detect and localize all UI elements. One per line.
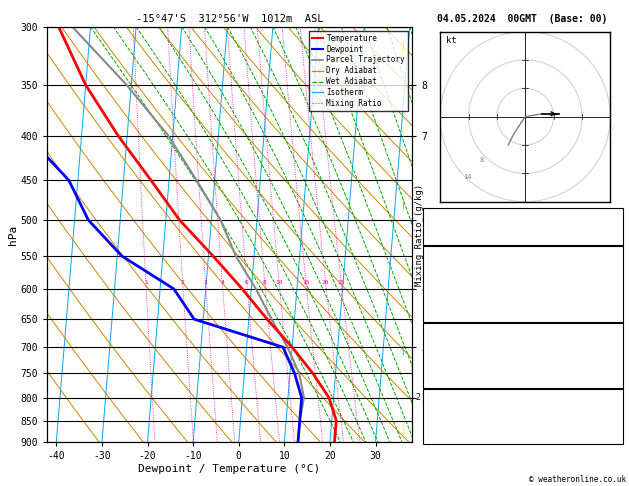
Text: 0: 0 — [615, 313, 620, 323]
Text: CAPE (J): CAPE (J) — [426, 303, 469, 312]
Text: Totals Totals: Totals Totals — [426, 224, 495, 233]
Text: |: | — [399, 345, 406, 355]
Text: 04.05.2024  00GMT  (Base: 00): 04.05.2024 00GMT (Base: 00) — [437, 14, 607, 24]
Text: -14: -14 — [604, 414, 620, 423]
Text: 105°: 105° — [599, 425, 620, 434]
Text: 8: 8 — [263, 280, 267, 285]
Text: |: | — [399, 422, 406, 433]
Text: StmSpd (kt): StmSpd (kt) — [426, 435, 484, 444]
Text: 334: 334 — [604, 281, 620, 290]
Y-axis label: hPa: hPa — [8, 225, 18, 244]
Text: 3: 3 — [615, 358, 620, 367]
Text: 1.84: 1.84 — [599, 237, 620, 245]
Text: 40: 40 — [610, 224, 620, 233]
Text: 0: 0 — [615, 380, 620, 389]
Text: |: | — [399, 126, 406, 137]
Text: Pressure (mb): Pressure (mb) — [426, 336, 495, 345]
Text: Lifted Index: Lifted Index — [426, 358, 489, 367]
X-axis label: Dewpoint / Temperature (°C): Dewpoint / Temperature (°C) — [138, 464, 321, 474]
Text: 5: 5 — [615, 292, 620, 301]
Text: 20: 20 — [322, 280, 330, 285]
Text: 0: 0 — [615, 369, 620, 378]
Text: |: | — [399, 41, 406, 52]
Text: 14: 14 — [463, 174, 471, 180]
Text: © weatheronline.co.uk: © weatheronline.co.uk — [529, 474, 626, 484]
Text: StmDir: StmDir — [426, 425, 458, 434]
Text: 850: 850 — [604, 336, 620, 345]
Text: 2: 2 — [181, 280, 184, 285]
Text: PW (cm): PW (cm) — [426, 237, 463, 245]
Text: K: K — [426, 211, 431, 220]
Y-axis label: km
ASL: km ASL — [430, 226, 451, 243]
Text: -15°47'S  312°56'W  1012m  ASL: -15°47'S 312°56'W 1012m ASL — [136, 14, 323, 24]
Text: Hodograph: Hodograph — [499, 392, 547, 401]
Text: 1: 1 — [144, 280, 148, 285]
Text: 4: 4 — [220, 280, 224, 285]
Text: |: | — [399, 199, 406, 209]
Text: 15: 15 — [302, 280, 309, 285]
Legend: Temperature, Dewpoint, Parcel Trajectory, Dry Adiabat, Wet Adiabat, Isotherm, Mi: Temperature, Dewpoint, Parcel Trajectory… — [309, 31, 408, 111]
Text: 25: 25 — [338, 280, 345, 285]
Text: 8: 8 — [480, 157, 484, 163]
Text: Surface: Surface — [505, 249, 542, 258]
Text: EH: EH — [426, 403, 437, 412]
Text: kt: kt — [446, 36, 457, 45]
Text: Temp (°C): Temp (°C) — [426, 260, 474, 269]
Text: 338: 338 — [604, 347, 620, 356]
Text: θₑ (K): θₑ (K) — [426, 347, 458, 356]
Text: Lifted Index: Lifted Index — [426, 292, 489, 301]
Text: 0: 0 — [615, 303, 620, 312]
Text: CIN (J): CIN (J) — [426, 380, 463, 389]
Text: 20.8: 20.8 — [599, 260, 620, 269]
Text: 8: 8 — [615, 435, 620, 444]
Text: 3: 3 — [204, 280, 208, 285]
Text: SREH: SREH — [426, 414, 447, 423]
Text: θₑ(K): θₑ(K) — [426, 281, 453, 290]
Text: CAPE (J): CAPE (J) — [426, 369, 469, 378]
Text: 13.2: 13.2 — [599, 270, 620, 279]
Text: CIN (J): CIN (J) — [426, 313, 463, 323]
Text: 2 CL: 2 CL — [416, 393, 436, 402]
Text: 10: 10 — [276, 280, 283, 285]
Text: Dewp (°C): Dewp (°C) — [426, 270, 474, 279]
Text: 24: 24 — [610, 211, 620, 220]
Text: Mixing Ratio (g/kg): Mixing Ratio (g/kg) — [415, 183, 424, 286]
Text: -32: -32 — [604, 403, 620, 412]
Text: 6: 6 — [245, 280, 248, 285]
Text: Most Unstable: Most Unstable — [489, 325, 557, 334]
